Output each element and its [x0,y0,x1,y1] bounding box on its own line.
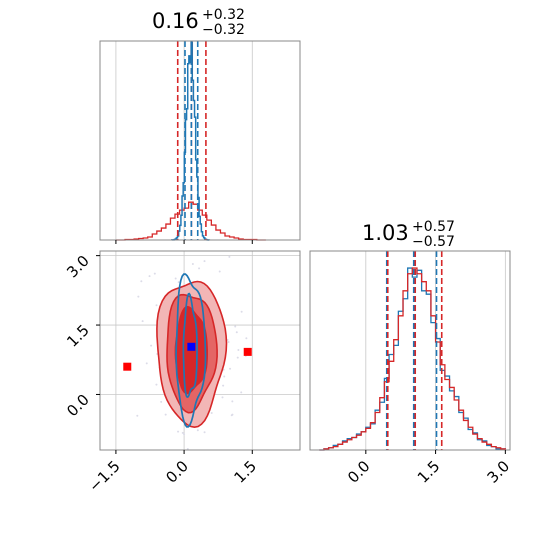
scatter-point [141,320,144,323]
histogram-blue-param2 [319,267,506,451]
title-param2-value: 1.03 [362,221,409,245]
scatter-point [181,431,184,434]
scatter-point [174,277,177,280]
scatter-point [140,280,143,283]
x-tick-label-param1: 1.5 [231,457,261,487]
marker-blue [187,342,196,351]
scatter-point [177,430,180,433]
scatter-point [223,375,226,378]
scatter-point [164,413,167,416]
scatter-point [160,400,163,403]
scatter-point [245,337,248,340]
scatter-point [231,400,234,403]
y-tick-label-param2: 0.0 [63,391,93,421]
scatter-point [236,356,239,359]
panel-frame-3 [309,250,511,451]
histogram-red-param1 [115,201,266,241]
title-param1-minus: −0.32 [202,22,245,38]
histogram-red-param2 [319,267,506,451]
scatter-point [177,281,180,284]
scatter-point [240,310,243,313]
scatter-point [145,362,148,365]
scatter-point [198,267,201,270]
scatter-point [155,304,158,307]
title-param2-plus: +0.57 [412,219,455,235]
scatter-point [235,331,238,334]
scatter-point [136,414,139,417]
marker-red [123,362,132,371]
scatter-point [218,270,221,273]
x-tick-label-param1: −1.5 [85,457,123,495]
scatter-point [221,396,224,399]
x-tick-label-param1: 0.0 [162,457,192,487]
scatter-point [231,413,234,416]
scatter-point [191,263,194,266]
scatter-point [155,383,158,386]
title-param1-plus: +0.32 [202,7,245,23]
marker-red [243,347,252,356]
x-tick-label-param2: 0.0 [344,457,374,487]
panel-frame-2 [99,250,301,451]
scatter-point [183,433,186,436]
contour-blue [182,292,198,399]
scatter-point [203,260,206,263]
scatter-point [237,349,240,352]
scatter-point [150,344,153,347]
scatter-point [227,340,230,343]
scatter-point [153,272,156,275]
scatter-point [210,411,213,414]
scatter-point [148,275,151,278]
scatter-point [240,391,243,394]
scatter-point [196,429,199,432]
x-tick-label-param2: 3.0 [484,457,514,487]
scatter-point [229,367,232,370]
x-tick-label-param2: 1.5 [414,457,444,487]
panel-frame-1 [99,40,301,241]
scatter-point [203,431,206,434]
y-tick-label-param2: 3.0 [63,252,93,282]
scatter-point [228,255,231,258]
scatter-point [137,295,140,298]
scatter-point [222,384,225,387]
title-param1-value: 0.16 [152,9,199,33]
title-param2-minus: −0.57 [412,234,455,250]
scatter-point [186,447,189,450]
scatter-point [234,325,237,328]
y-tick-label-param2: 1.5 [63,321,93,351]
contour-blue [175,273,207,428]
